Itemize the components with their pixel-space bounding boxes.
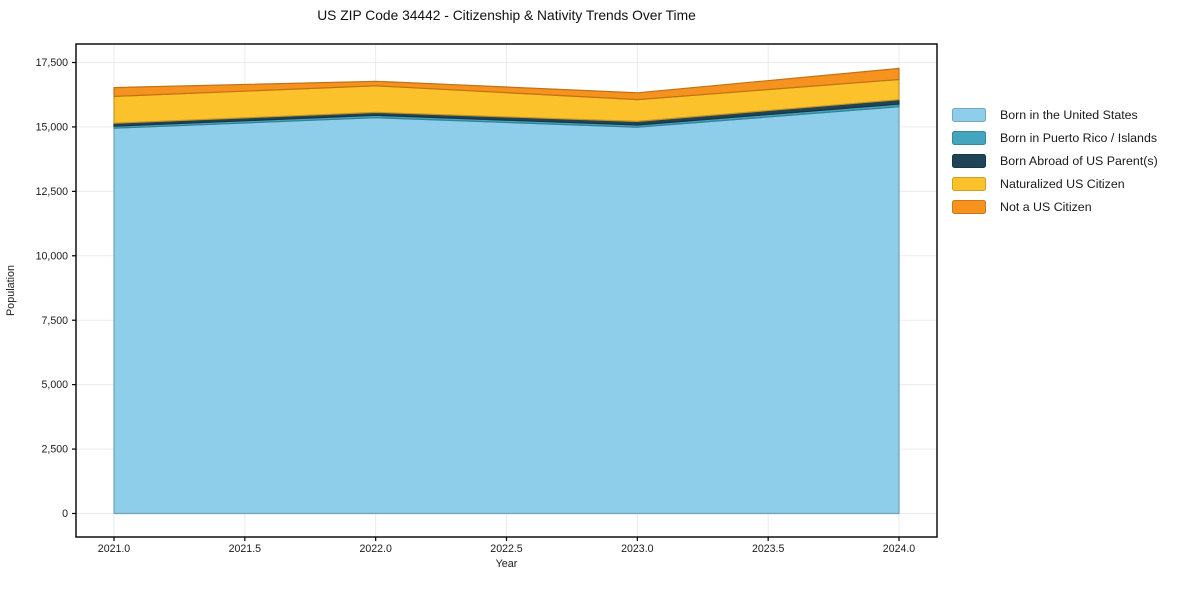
legend-item-puerto-rico: Born in Puerto Rico / Islands (952, 131, 1158, 145)
legend-label: Not a US Citizen (1000, 200, 1092, 214)
legend-item-born-abroad: Born Abroad of US Parent(s) (952, 154, 1158, 168)
legend-label: Born in Puerto Rico / Islands (1000, 131, 1158, 145)
y-tick-label: 15,000 (36, 122, 69, 134)
y-tick-label: 5,000 (41, 379, 68, 391)
legend-swatch-not-citizen (952, 200, 986, 214)
legend-swatch-puerto-rico (952, 131, 986, 145)
x-tick-label: 2022.5 (490, 543, 523, 555)
area-series (113, 106, 900, 515)
legend-label: Naturalized US Citizen (1000, 177, 1125, 191)
x-tick-label: 2021.0 (98, 543, 131, 555)
y-tick-label: 0 (62, 508, 68, 520)
x-tick-label: 2021.5 (229, 543, 262, 555)
y-tick-label: 10,000 (36, 250, 69, 262)
area-series (113, 67, 900, 101)
y-tick-label: 17,500 (36, 57, 69, 69)
legend-item-not-citizen: Not a US Citizen (952, 200, 1158, 214)
x-tick-label: 2023.0 (621, 543, 654, 555)
legend-label: Born in the United States (1000, 108, 1138, 122)
legend: Born in the United States Born in Puerto… (952, 108, 1158, 214)
legend-swatch-born-in-us (952, 108, 986, 122)
chart-title: US ZIP Code 34442 - Citizenship & Nativi… (317, 8, 696, 23)
stacked-areas (113, 67, 900, 515)
y-axis: 0 2,500 5,000 7,500 10,000 12,500 15,000 17,500… (5, 57, 76, 520)
x-tick-label: 2024.0 (883, 543, 916, 555)
y-tick-label: 12,500 (36, 186, 69, 198)
x-tick-label: 2022.0 (359, 543, 392, 555)
legend-swatch-naturalized (952, 177, 986, 191)
legend-item-born-in-us: Born in the United States (952, 108, 1158, 122)
x-tick-label: 2023.5 (752, 543, 785, 555)
legend-item-naturalized: Naturalized US Citizen (952, 177, 1158, 191)
legend-label: Born Abroad of US Parent(s) (1000, 154, 1158, 168)
y-axis-title: Population (5, 265, 17, 316)
legend-swatch-born-abroad (952, 154, 986, 168)
y-tick-label: 2,500 (41, 444, 68, 456)
y-tick-label: 7,500 (41, 315, 68, 327)
x-axis: 2021.0 2021.5 2022.0 2022.5 2023.0 2023.5 2024… (98, 537, 916, 570)
x-axis-title: Year (496, 558, 518, 570)
